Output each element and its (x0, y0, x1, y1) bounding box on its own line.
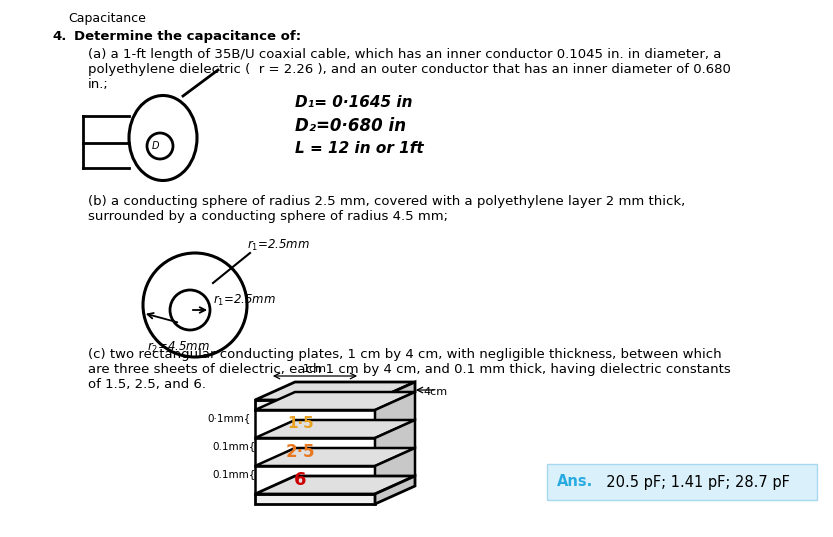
Text: 0.1mm{: 0.1mm{ (212, 441, 256, 452)
Polygon shape (375, 420, 415, 466)
Polygon shape (255, 400, 375, 410)
Polygon shape (255, 410, 375, 438)
Polygon shape (255, 466, 375, 494)
Text: of 1.5, 2.5, and 6.: of 1.5, 2.5, and 6. (88, 378, 206, 391)
Text: 2·5: 2·5 (286, 443, 316, 461)
Text: are three sheets of dielectric, each 1 cm by 4 cm, and 0.1 mm thick, having diel: are three sheets of dielectric, each 1 c… (88, 363, 731, 376)
Polygon shape (375, 448, 415, 494)
Text: Ans.: Ans. (557, 475, 593, 490)
Text: 4.: 4. (52, 30, 67, 43)
Polygon shape (255, 382, 415, 400)
Text: in.;: in.; (88, 78, 109, 91)
Text: L = 12 in or 1ft: L = 12 in or 1ft (295, 141, 424, 156)
Polygon shape (255, 392, 415, 410)
Text: 4cm: 4cm (423, 387, 447, 397)
Text: 1cm: 1cm (303, 364, 327, 374)
Polygon shape (255, 438, 375, 466)
Text: D₂=0·680 in: D₂=0·680 in (295, 117, 407, 135)
Text: surrounded by a conducting sphere of radius 4.5 mm;: surrounded by a conducting sphere of rad… (88, 210, 448, 223)
Text: (c) two rectangular conducting plates, 1 cm by 4 cm, with negligible thickness, : (c) two rectangular conducting plates, 1… (88, 348, 721, 361)
Text: 0·1mm{: 0·1mm{ (207, 413, 251, 423)
Text: $r_2$=4.5mm: $r_2$=4.5mm (147, 339, 210, 354)
Polygon shape (255, 448, 415, 466)
Polygon shape (375, 476, 415, 504)
Text: D₁= 0·1645 in: D₁= 0·1645 in (295, 95, 412, 110)
Text: Determine the capacitance of:: Determine the capacitance of: (74, 30, 301, 43)
Polygon shape (375, 382, 415, 410)
Text: D: D (152, 141, 159, 151)
Text: 6: 6 (294, 471, 307, 489)
FancyBboxPatch shape (547, 464, 817, 500)
Text: (b) a conducting sphere of radius 2.5 mm, covered with a polyethylene layer 2 mm: (b) a conducting sphere of radius 2.5 mm… (88, 195, 686, 208)
Text: 0.1mm{: 0.1mm{ (212, 469, 256, 480)
Text: (a) a 1-ft length of 35B/U coaxial cable, which has an inner conductor 0.1045 in: (a) a 1-ft length of 35B/U coaxial cable… (88, 48, 721, 61)
Text: 20.5 pF; 1.41 pF; 28.7 pF: 20.5 pF; 1.41 pF; 28.7 pF (597, 475, 790, 490)
Text: $r_1$=2.5mm: $r_1$=2.5mm (247, 237, 310, 252)
Polygon shape (255, 476, 415, 494)
Text: Capacitance: Capacitance (68, 12, 146, 25)
Text: $r_1$=2.5mm: $r_1$=2.5mm (213, 293, 276, 308)
Text: 1·5: 1·5 (287, 417, 314, 432)
Text: polyethylene dielectric (  r = 2.26 ), and an outer conductor that has an inner : polyethylene dielectric ( r = 2.26 ), an… (88, 63, 731, 76)
Polygon shape (255, 420, 415, 438)
Polygon shape (375, 392, 415, 438)
Polygon shape (255, 494, 375, 504)
